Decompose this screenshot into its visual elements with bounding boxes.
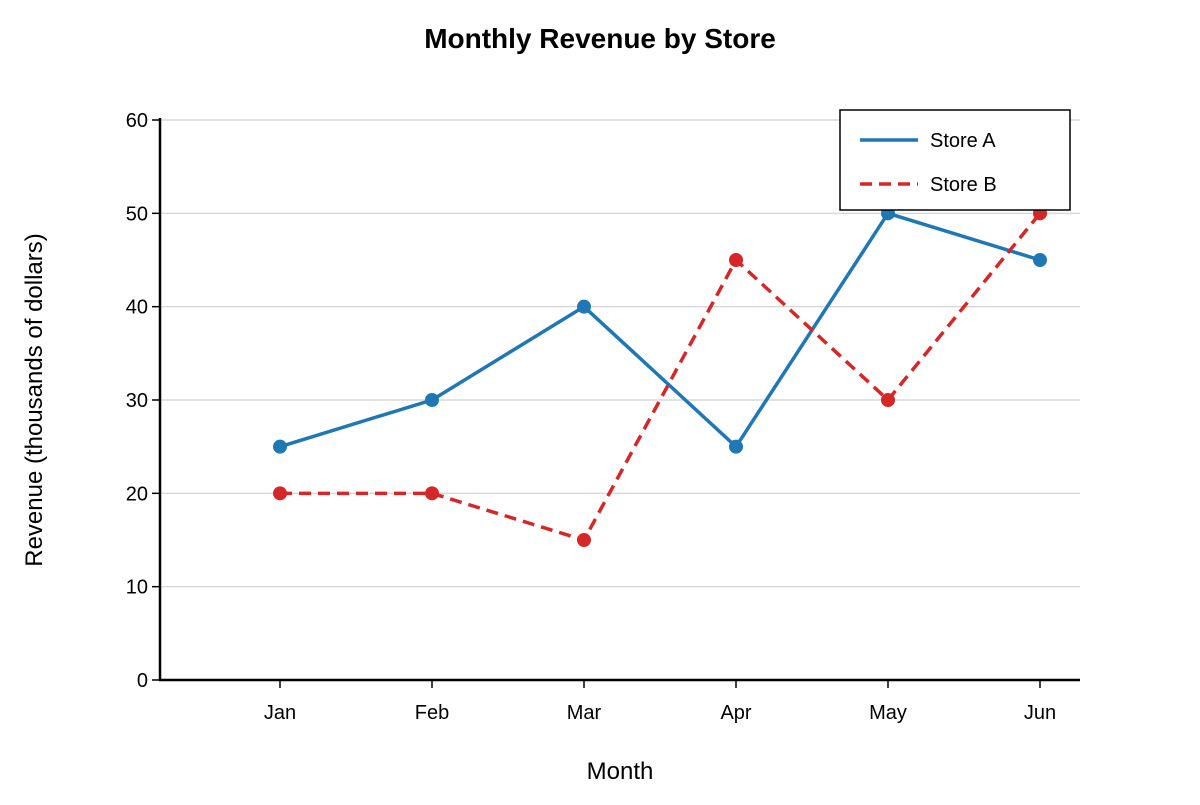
data-point-store-b-may bbox=[881, 393, 895, 407]
gridlines bbox=[160, 119, 1080, 588]
y-axis-label: Revenue (thousands of dollars) bbox=[21, 233, 48, 567]
x-tick-label: May bbox=[869, 702, 907, 724]
data-point-store-a-apr bbox=[729, 439, 743, 454]
data-point-store-b-jan bbox=[273, 486, 287, 501]
y-tick-label: 20 bbox=[126, 483, 148, 505]
x-tick-label: Feb bbox=[415, 702, 449, 724]
series-line-store-a bbox=[279, 211, 1041, 450]
y-axis-ticks: 0 10 20 30 40 50 60 bbox=[126, 110, 160, 692]
y-tick-label: 40 bbox=[126, 297, 148, 319]
legend-box bbox=[839, 109, 1071, 211]
legend: Store A Store B bbox=[839, 109, 1071, 211]
data-point-store-b-apr bbox=[729, 253, 743, 267]
x-axis-ticks: Jan Feb Mar Apr May Jun bbox=[264, 680, 1056, 724]
data-point-store-a-feb bbox=[425, 393, 439, 407]
y-tick-label: 30 bbox=[126, 390, 148, 412]
y-tick-label: 0 bbox=[137, 670, 148, 692]
data-point-store-a-jun bbox=[1033, 253, 1047, 267]
x-axis-label: Month bbox=[587, 758, 654, 785]
legend-label-store-b: Store B bbox=[930, 174, 997, 196]
data-point-store-b-mar bbox=[577, 533, 591, 547]
x-tick-label: Mar bbox=[567, 702, 602, 724]
x-tick-label: Jan bbox=[264, 702, 296, 724]
y-tick-label: 60 bbox=[126, 110, 148, 132]
series-layer bbox=[273, 206, 1047, 547]
y-tick-label: 50 bbox=[126, 203, 148, 225]
y-tick-label: 10 bbox=[126, 577, 148, 599]
data-point-store-a-jan bbox=[273, 439, 287, 454]
x-tick-label: Apr bbox=[720, 702, 751, 724]
legend-label-store-a: Store A bbox=[930, 130, 996, 152]
chart-title: Monthly Revenue by Store bbox=[424, 23, 776, 54]
data-point-store-a-mar bbox=[577, 299, 591, 314]
series-line-store-b bbox=[280, 212, 1042, 543]
data-point-store-b-feb bbox=[425, 486, 439, 501]
x-tick-label: Jun bbox=[1024, 702, 1056, 724]
